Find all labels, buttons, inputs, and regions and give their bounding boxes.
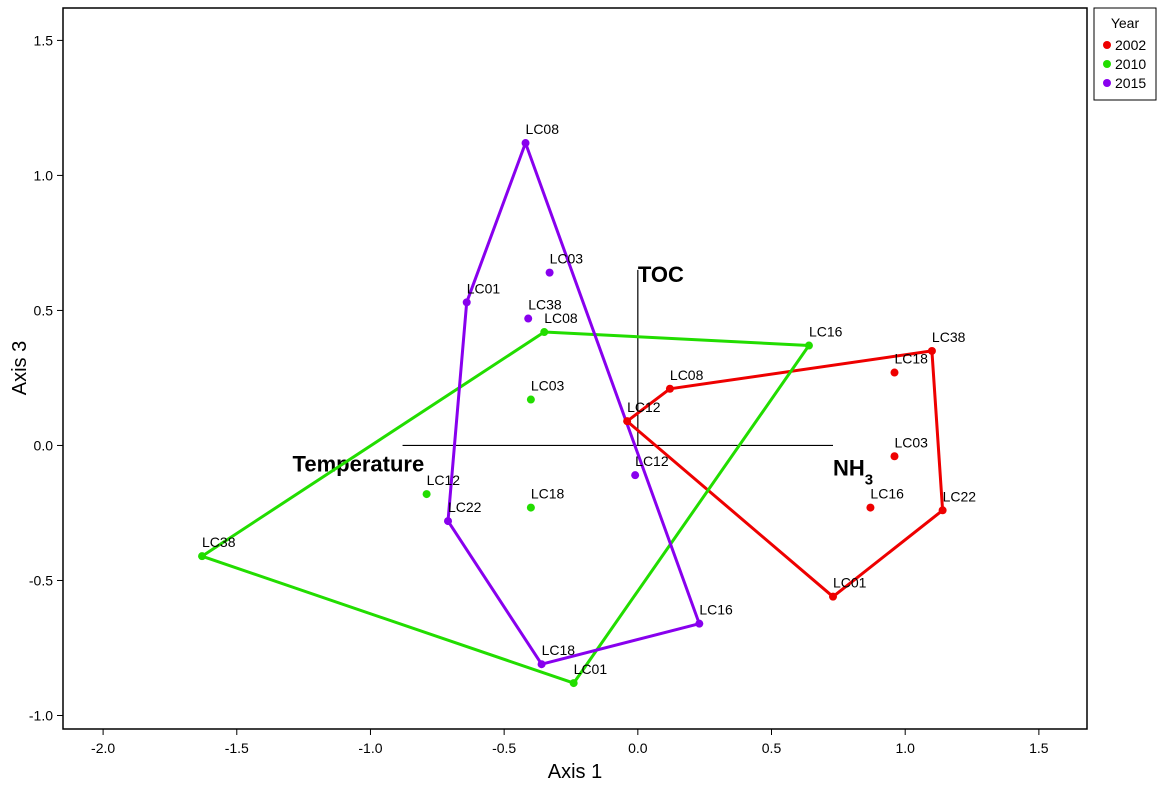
point-2015-lc38 xyxy=(524,314,533,323)
point-2015-lc16 xyxy=(695,619,704,628)
legend-label-2002: 2002 xyxy=(1115,37,1146,53)
x-tick-label: 0.5 xyxy=(762,740,782,756)
point-label-2010-lc01: LC01 xyxy=(574,661,608,677)
point-2015-lc03 xyxy=(545,268,554,277)
x-tick-label: 0.0 xyxy=(628,740,648,756)
y-tick-label: -0.5 xyxy=(29,572,53,588)
point-2015-lc08 xyxy=(521,139,530,148)
hull-2015 xyxy=(446,141,701,666)
point-2002-lc22 xyxy=(938,506,947,515)
legend: Year 2002 2010 2015 xyxy=(1093,7,1157,101)
point-label-2015-lc01: LC01 xyxy=(467,280,501,296)
point-2002-lc08 xyxy=(665,384,674,393)
point-label-2015-lc22: LC22 xyxy=(448,499,482,515)
point-label-2002-lc01: LC01 xyxy=(833,575,867,591)
point-2015-lc01 xyxy=(462,298,471,307)
point-label-2010-lc08: LC08 xyxy=(544,310,578,326)
point-label-2002-lc12: LC12 xyxy=(627,399,661,415)
x-axis: -2.0 -1.5 -1.0 -0.5 0.0 0.5 1.0 1.5 xyxy=(91,729,1049,756)
point-label-2002-lc22: LC22 xyxy=(943,488,977,504)
vector-label-nh3: NH3 xyxy=(833,455,873,488)
y-tick-label: 0.5 xyxy=(34,302,54,318)
legend-label-2015: 2015 xyxy=(1115,75,1146,91)
point-2002-lc18 xyxy=(890,368,899,377)
hull-2010 xyxy=(200,330,811,685)
point-2002-lc12 xyxy=(623,417,632,426)
hull-2002 xyxy=(625,349,945,599)
y-tick-label: 1.0 xyxy=(34,167,54,183)
point-2010-lc03 xyxy=(526,395,535,404)
point-2015-lc18 xyxy=(537,660,546,669)
point-label-2002-lc03: LC03 xyxy=(894,434,928,450)
point-label-2010-lc18: LC18 xyxy=(531,486,565,502)
x-tick-label: 1.5 xyxy=(1029,740,1049,756)
x-tick-label: 1.0 xyxy=(895,740,915,756)
point-label-2002-lc16: LC16 xyxy=(870,486,904,502)
x-axis-title: Axis 1 xyxy=(548,761,602,783)
legend-marker-2010 xyxy=(1103,60,1111,68)
point-2010-lc01 xyxy=(569,679,578,688)
point-2015-lc22 xyxy=(444,517,453,526)
legend-title: Year xyxy=(1111,15,1140,31)
point-label-2002-lc18: LC18 xyxy=(894,351,928,367)
point-label-2015-lc38: LC38 xyxy=(528,297,562,313)
point-2002-lc01 xyxy=(829,592,838,601)
point-2010-lc16 xyxy=(804,341,813,350)
point-label-2015-lc08: LC08 xyxy=(526,121,560,137)
y-tick-label: 1.5 xyxy=(34,32,54,48)
point-2002-lc03 xyxy=(890,452,899,461)
legend-marker-2015 xyxy=(1103,79,1111,87)
x-tick-label: -0.5 xyxy=(492,740,516,756)
y-axis-title: Axis 3 xyxy=(9,341,31,395)
y-axis: -1.0 -0.5 0.0 0.5 1.0 1.5 xyxy=(29,32,63,723)
point-2010-lc12 xyxy=(422,490,431,499)
point-2010-lc18 xyxy=(526,503,535,512)
data-points xyxy=(198,139,947,688)
vector-label-toc: TOC xyxy=(638,262,684,287)
point-label-2010-lc38: LC38 xyxy=(202,534,236,550)
vector-label-temperature: Temperature xyxy=(293,451,425,476)
legend-label-2010: 2010 xyxy=(1115,56,1146,72)
plot-frame xyxy=(62,7,1088,730)
legend-marker-2002 xyxy=(1103,41,1111,49)
env-vectors: TOC Temperature NH3 xyxy=(293,262,874,488)
x-tick-label: -2.0 xyxy=(91,740,115,756)
hull-polygons xyxy=(200,141,945,685)
point-label-2015-lc18: LC18 xyxy=(542,642,576,658)
point-label-2015-lc16: LC16 xyxy=(699,602,733,618)
point-2010-lc08 xyxy=(540,328,549,337)
y-tick-label: 0.0 xyxy=(34,437,54,453)
point-label-2010-lc12: LC12 xyxy=(427,472,461,488)
point-label-2015-lc12: LC12 xyxy=(635,453,669,469)
point-label-2010-lc16: LC16 xyxy=(809,324,843,340)
point-2010-lc38 xyxy=(198,552,207,561)
point-2002-lc16 xyxy=(866,503,875,512)
point-label-2002-lc08: LC08 xyxy=(670,367,704,383)
point-label-2015-lc03: LC03 xyxy=(550,251,584,267)
y-tick-label: -1.0 xyxy=(29,707,53,723)
x-tick-label: -1.5 xyxy=(225,740,249,756)
point-2015-lc12 xyxy=(631,471,640,480)
point-2002-lc38 xyxy=(927,346,936,355)
point-label-2002-lc38: LC38 xyxy=(932,329,966,345)
point-label-2010-lc03: LC03 xyxy=(531,378,565,394)
x-tick-label: -1.0 xyxy=(358,740,382,756)
